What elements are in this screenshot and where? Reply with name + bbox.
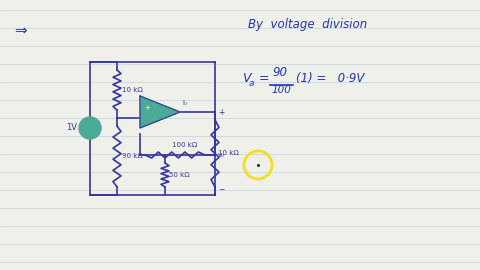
Text: ⇒: ⇒: [14, 23, 27, 38]
Circle shape: [79, 117, 101, 139]
Text: By  voltage  division: By voltage division: [248, 18, 367, 31]
Text: v₀: v₀: [218, 152, 225, 158]
Text: +: +: [144, 105, 150, 111]
Text: a: a: [249, 79, 254, 88]
Text: 90: 90: [272, 66, 287, 79]
Text: i₀: i₀: [182, 100, 187, 106]
Text: 1V: 1V: [67, 123, 77, 133]
Text: 10 kΩ: 10 kΩ: [122, 87, 143, 93]
Polygon shape: [140, 96, 180, 128]
Text: +: +: [218, 108, 224, 117]
Text: 50 kΩ: 50 kΩ: [169, 172, 190, 178]
Text: =: =: [255, 72, 269, 85]
Text: 90 kΩ: 90 kΩ: [122, 153, 143, 159]
Text: (1) =   0·9V: (1) = 0·9V: [296, 72, 364, 85]
Text: V: V: [242, 72, 251, 85]
Text: 100: 100: [271, 85, 291, 95]
Text: −: −: [218, 185, 224, 194]
Text: 100 kΩ: 100 kΩ: [172, 142, 197, 148]
Text: 10 kΩ: 10 kΩ: [218, 150, 239, 156]
